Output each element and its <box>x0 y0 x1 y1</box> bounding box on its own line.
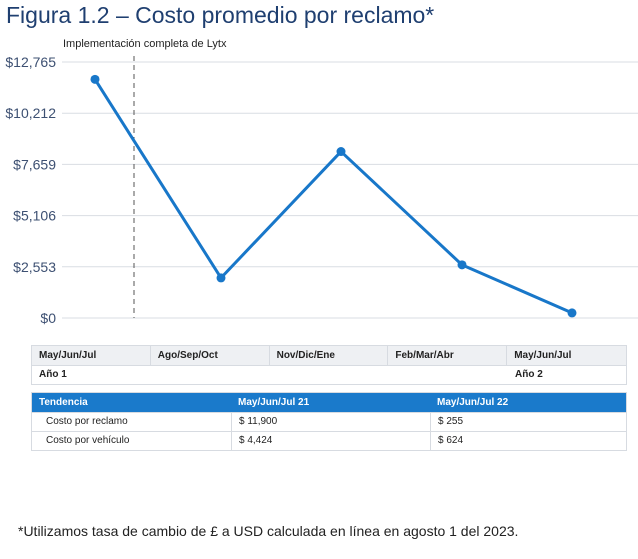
period-header: Nov/Dic/Ene <box>270 346 389 365</box>
row-value: $ 4,424 <box>231 432 430 450</box>
y-tick-label: $7,659 <box>13 156 56 172</box>
row-value: $ 255 <box>430 413 626 431</box>
trend-header: May/Jun/Jul 21 <box>238 397 310 408</box>
footnote: *Utilizamos tasa de cambio de £ a USD ca… <box>18 523 519 539</box>
row-label: Costo por vehículo <box>46 435 130 446</box>
data-point <box>90 74 100 84</box>
year-1-label: Año 1 <box>39 369 67 380</box>
year-row: Año 1 Año 2 <box>32 366 626 384</box>
period-header: May/Jun/Jul <box>514 350 572 361</box>
y-tick-label: $10,212 <box>5 105 56 121</box>
series-line <box>93 78 573 315</box>
period-header: May/Jun/Jul <box>32 346 151 365</box>
data-point <box>216 273 226 283</box>
y-tick-label: $5,106 <box>13 208 56 224</box>
period-header: Feb/Mar/Abr <box>388 346 508 365</box>
period-table: May/Jun/Jul Ago/Sep/Oct Nov/Dic/Ene Feb/… <box>31 345 627 385</box>
trend-header-row: Tendencia May/Jun/Jul 21 May/Jun/Jul 22 <box>32 393 626 412</box>
period-header-row: May/Jun/Jul Ago/Sep/Oct Nov/Dic/Ene Feb/… <box>32 346 626 366</box>
row-label: Costo por reclamo <box>46 416 128 427</box>
year-2-label: Año 2 <box>515 369 543 380</box>
row-value: $ 624 <box>430 432 626 450</box>
trend-table: Tendencia May/Jun/Jul 21 May/Jun/Jul 22 … <box>31 392 627 451</box>
chart-title: Figura 1.2 – Costo promedio por reclamo* <box>6 2 435 28</box>
table-row: Costo por vehículo $ 4,424 $ 624 <box>32 431 626 450</box>
y-tick-label: $2,553 <box>13 259 56 275</box>
data-point <box>336 147 346 157</box>
data-point <box>457 260 467 270</box>
y-tick-label: $12,765 <box>5 54 56 70</box>
data-point <box>567 308 577 318</box>
trend-header: Tendencia <box>39 397 88 408</box>
table-row: Costo por reclamo $ 11,900 $ 255 <box>32 412 626 431</box>
period-header: Ago/Sep/Oct <box>151 346 270 365</box>
y-tick-label: $0 <box>40 310 56 326</box>
annotation-label: Implementación completa de Lytx <box>63 38 227 50</box>
line-chart: $12,765 $10,212 $7,659 $5,106 $2,553 $0 Implem… <box>5 38 638 326</box>
row-value: $ 11,900 <box>231 413 430 431</box>
trend-header: May/Jun/Jul 22 <box>437 397 509 408</box>
